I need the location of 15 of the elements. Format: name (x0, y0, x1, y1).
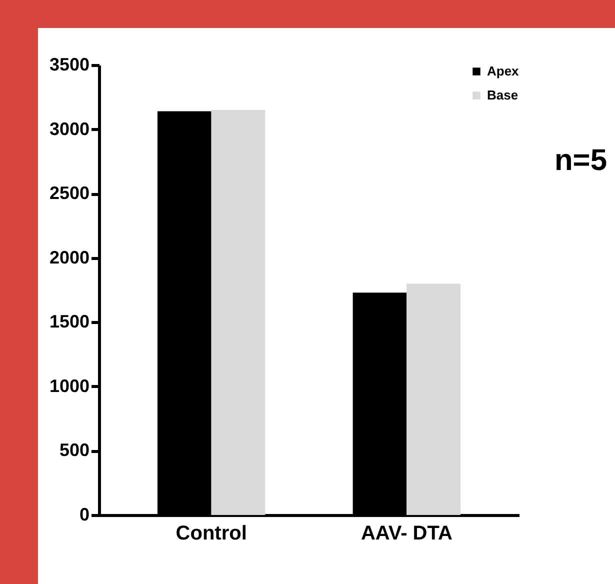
bar (211, 110, 266, 515)
y-tick-label: 0 (79, 504, 90, 524)
y-tick-label: 3500 (49, 54, 90, 74)
x-tick-label: AAV- DTA (360, 522, 452, 544)
x-tick-label: Control (176, 522, 247, 544)
y-tick-label: 2500 (49, 183, 90, 204)
legend-label: Base (487, 88, 518, 102)
y-tick-label: 3000 (49, 118, 90, 139)
y-tick-label: 1500 (49, 312, 90, 332)
bar (406, 284, 461, 515)
text: n=5 (554, 144, 607, 178)
y-tick-label: 1000 (49, 376, 90, 396)
y-tick-label: 2000 (49, 247, 90, 268)
y-tick-label: 500 (59, 440, 90, 460)
legend-label: Apex (487, 64, 520, 78)
